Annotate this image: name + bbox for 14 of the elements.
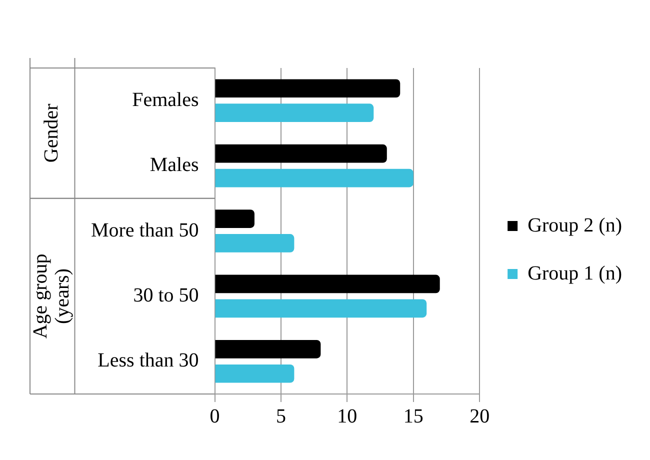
y-tick-label: Less than 30 bbox=[98, 350, 199, 372]
y-tick-label: Females bbox=[132, 88, 199, 111]
legend-label: Group 1 (n) bbox=[528, 262, 622, 284]
y-tick-label: Males bbox=[150, 154, 199, 176]
x-tick-label: 0 bbox=[210, 405, 220, 428]
text: Age group (years) bbox=[29, 254, 74, 339]
y-tick-label: More than 50 bbox=[90, 219, 199, 242]
legend-label: Group 2 (n) bbox=[528, 214, 622, 236]
x-tick-label: 20 bbox=[470, 405, 490, 428]
x-tick-label: 15 bbox=[403, 405, 424, 428]
x-tick-label: 5 bbox=[276, 405, 286, 428]
x-tick-label: 10 bbox=[337, 405, 358, 428]
y-tick-label: 30 to 50 bbox=[133, 284, 199, 306]
text: Gender bbox=[40, 103, 62, 163]
